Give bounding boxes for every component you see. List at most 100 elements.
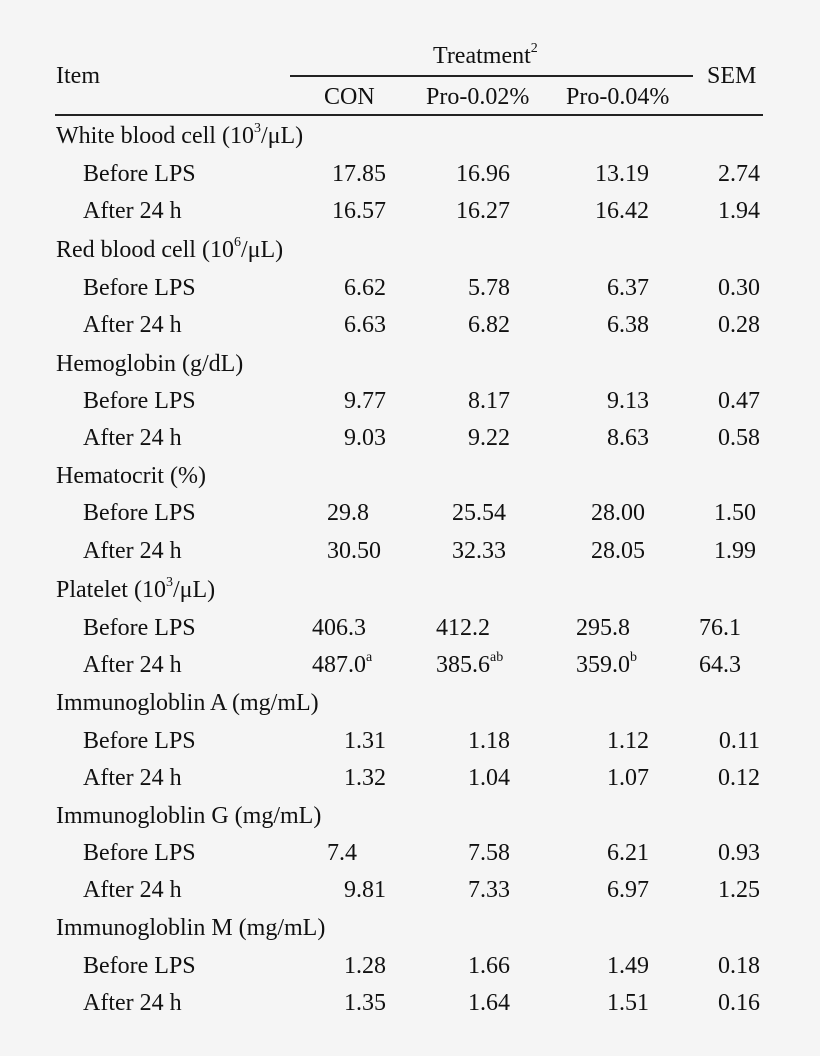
cell-pro004: 8.63 (607, 425, 649, 451)
row-label: After 24 h (83, 198, 182, 224)
row-label: Before LPS (83, 953, 196, 979)
section-label-tail: /μL) (172, 577, 216, 603)
section-label-tail: /μL) (260, 123, 304, 149)
cell-sem: 0.30 (718, 275, 760, 301)
cell-pro004: 6.37 (607, 275, 649, 301)
cell-pro004: 1.12 (607, 728, 649, 754)
significance-letter: b (630, 650, 637, 665)
cell-con: 1.35 (344, 990, 386, 1016)
row-label: Before LPS (83, 161, 196, 187)
row-label: After 24 h (83, 990, 182, 1016)
row-label: Before LPS (83, 275, 196, 301)
cell-pro002: 1.04 (468, 765, 510, 791)
cell-pro002: 8.17 (468, 388, 510, 414)
cell-con: 17.85 (332, 161, 386, 187)
cell-pro004: 6.21 (607, 840, 649, 866)
row-label: After 24 h (83, 877, 182, 903)
section-label: White blood cell (103/μL) (56, 121, 304, 149)
cell-con: 1.31 (344, 728, 386, 754)
cell-con: 1.28 (344, 953, 386, 979)
row-label: Before LPS (83, 388, 196, 414)
header-treatment-label: Treatment (433, 43, 531, 69)
cell-sem: 76.1 (699, 615, 741, 641)
cell-con: 9.81 (344, 877, 386, 903)
cell-pro004: 1.07 (607, 765, 649, 791)
cell-con: 9.03 (344, 425, 386, 451)
cell-con: 16.57 (332, 198, 386, 224)
section-label-sup: 3 (165, 575, 173, 590)
cell-pro002: 7.33 (468, 877, 510, 903)
cell-sem: 0.18 (718, 953, 760, 979)
cell-value: 487.0 (312, 652, 366, 678)
treatment-spanner-rule (290, 75, 693, 77)
header-treatment-footnote: 2 (530, 41, 538, 56)
cell-pro004: 28.05 (591, 538, 645, 564)
section-label: Platelet (103/μL) (56, 575, 216, 603)
cell-pro002: 412.2 (436, 615, 490, 641)
section-label-sup: 3 (253, 121, 261, 136)
header-bottom-rule (55, 114, 763, 116)
section-label: Red blood cell (106/μL) (56, 235, 284, 263)
section-label: Immunogloblin M (mg/mL) (56, 915, 326, 941)
cell-con: 7.4 (327, 840, 357, 866)
cell-pro004: 1.51 (607, 990, 649, 1016)
cell-con: 30.50 (327, 538, 381, 564)
cell-pro002: 16.27 (456, 198, 510, 224)
cell-pro004: 13.19 (595, 161, 649, 187)
cell-pro004: 295.8 (576, 615, 630, 641)
header-treatment: Treatment2 (433, 41, 538, 69)
section-label-sup: 6 (233, 235, 241, 250)
section-label: Hematocrit (%) (56, 463, 206, 489)
cell-pro002: 1.18 (468, 728, 510, 754)
header-item: Item (56, 63, 100, 89)
significance-letter: a (366, 650, 373, 665)
cell-value: 385.6 (436, 652, 490, 678)
cell-sem: 1.99 (714, 538, 756, 564)
cell-pro002: 385.6ab (436, 650, 504, 678)
section-label: Immunogloblin G (mg/mL) (56, 803, 322, 829)
cell-sem: 0.16 (718, 990, 760, 1016)
cell-pro002: 1.64 (468, 990, 510, 1016)
section-label-text: Platelet (10 (56, 577, 166, 603)
cell-con: 406.3 (312, 615, 366, 641)
section-label-text: Red blood cell (10 (56, 237, 234, 263)
row-label: After 24 h (83, 652, 182, 678)
cell-pro002: 32.33 (452, 538, 506, 564)
cell-pro002: 25.54 (452, 500, 506, 526)
cell-con: 29.8 (327, 500, 369, 526)
cell-pro002: 6.82 (468, 312, 510, 338)
cell-con: 6.63 (344, 312, 386, 338)
row-label: After 24 h (83, 425, 182, 451)
cell-pro004: 16.42 (595, 198, 649, 224)
significance-letter: ab (490, 650, 504, 665)
cell-value: 359.0 (576, 652, 630, 678)
cell-sem: 0.58 (718, 425, 760, 451)
cell-sem: 2.74 (718, 161, 760, 187)
cell-sem: 0.47 (718, 388, 760, 414)
row-label: Before LPS (83, 840, 196, 866)
section-label-tail: /μL) (240, 237, 284, 263)
section-label: Hemoglobin (g/dL) (56, 351, 244, 377)
header-col-con: CON (324, 84, 375, 110)
cell-pro004: 1.49 (607, 953, 649, 979)
cell-con: 487.0a (312, 650, 373, 678)
cell-pro004: 28.00 (591, 500, 645, 526)
cell-sem: 1.50 (714, 500, 756, 526)
cell-sem: 64.3 (699, 652, 741, 678)
cell-sem: 0.11 (718, 728, 760, 754)
cell-pro002: 9.22 (468, 425, 510, 451)
cell-sem: 0.93 (718, 840, 760, 866)
cell-pro002: 1.66 (468, 953, 510, 979)
cell-pro004: 9.13 (607, 388, 649, 414)
cell-pro004: 6.38 (607, 312, 649, 338)
header-col-pro004: Pro-0.04% (566, 84, 670, 110)
row-label: Before LPS (83, 615, 196, 641)
cell-sem: 0.12 (718, 765, 760, 791)
row-label: Before LPS (83, 728, 196, 754)
cell-pro002: 7.58 (468, 840, 510, 866)
section-label: Immunogloblin A (mg/mL) (56, 690, 319, 716)
row-label: After 24 h (83, 765, 182, 791)
cell-sem: 1.25 (718, 877, 760, 903)
header-col-pro002: Pro-0.02% (426, 84, 530, 110)
